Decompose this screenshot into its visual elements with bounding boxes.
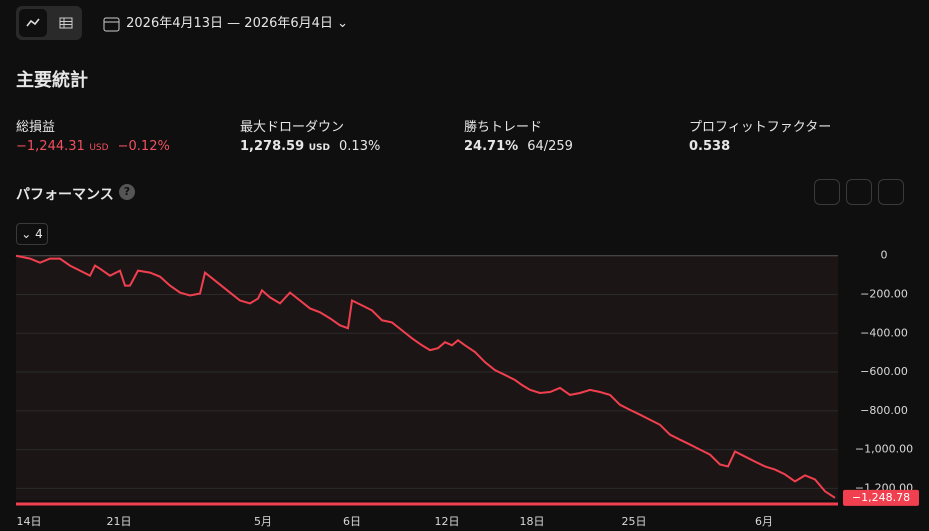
y-tick-label: −200.00 [860, 287, 908, 300]
value: 1,278.59 [240, 139, 305, 154]
icon [59, 17, 73, 29]
plot-shade [16, 255, 838, 500]
x-tick-label: 25日 [622, 515, 647, 528]
x-tick-label: 12日 [435, 515, 460, 528]
y-tick-label: −1,200.00 [855, 481, 913, 494]
date-range: 2026年4月13日 — 2026年6月4日 [126, 16, 333, 31]
stat-label: プロフィットファクター [689, 120, 832, 135]
stat-value: 0.538 [689, 139, 731, 154]
x-tick-label: 5月 [254, 515, 272, 528]
view-toggle [16, 6, 82, 40]
stat-value: −1,244.31 USD −0.12% [16, 139, 170, 154]
help-icon[interactable]: ? [119, 184, 135, 200]
fullscreen-button[interactable] [878, 179, 904, 205]
value: 24.71% [464, 139, 519, 154]
stat-value: 24.71% 64/259 [464, 139, 573, 154]
chart-view-button[interactable] [19, 9, 47, 37]
section-title: 主要統計 [16, 70, 88, 91]
last-value-box [843, 489, 919, 506]
ratio: 64/259 [527, 139, 573, 154]
x-tick-label: 21日 [107, 515, 132, 528]
unit: USD [308, 143, 330, 153]
y-tick-label: 0 [881, 249, 888, 262]
y-tick-label: −1,000.00 [855, 443, 913, 456]
value: −1,244.31 [16, 139, 85, 154]
snapshot-button[interactable] [846, 179, 872, 205]
unit: USD [89, 143, 109, 153]
collapse-badge[interactable]: ⌄ 4 [16, 223, 48, 245]
percent: −0.12% [117, 139, 170, 154]
performance-title: パフォーマンス [16, 187, 114, 203]
badge-count: 4 [35, 227, 43, 241]
y-tick-label: −800.00 [860, 404, 908, 417]
date-range-picker[interactable]: 2026年4月13日 — 2026年6月4日 ⌄ [102, 12, 348, 34]
stat-value: 1,278.59 USD 0.13% [240, 139, 380, 154]
stat-label: 勝ちトレード [464, 120, 543, 135]
stat-label: 最大ドローダウン [240, 120, 345, 135]
x-tick-label: 6月 [755, 515, 773, 528]
calendar-icon [103, 17, 120, 31]
last-value-label: −1,248.78 [852, 491, 910, 504]
icon [26, 18, 40, 27]
stat-label: 総損益 [16, 120, 56, 135]
settings-button[interactable] [814, 179, 840, 205]
x-tick-label: 6日 [343, 515, 361, 528]
x-tick-label: 18日 [520, 515, 545, 528]
y-tick-label: −400.00 [860, 326, 908, 339]
x-tick-label: 14日 [17, 515, 42, 528]
series-line [15, 254, 836, 499]
table-view-button[interactable] [52, 9, 80, 37]
y-tick-label: −600.00 [860, 365, 908, 378]
percent: 0.13% [339, 139, 381, 154]
